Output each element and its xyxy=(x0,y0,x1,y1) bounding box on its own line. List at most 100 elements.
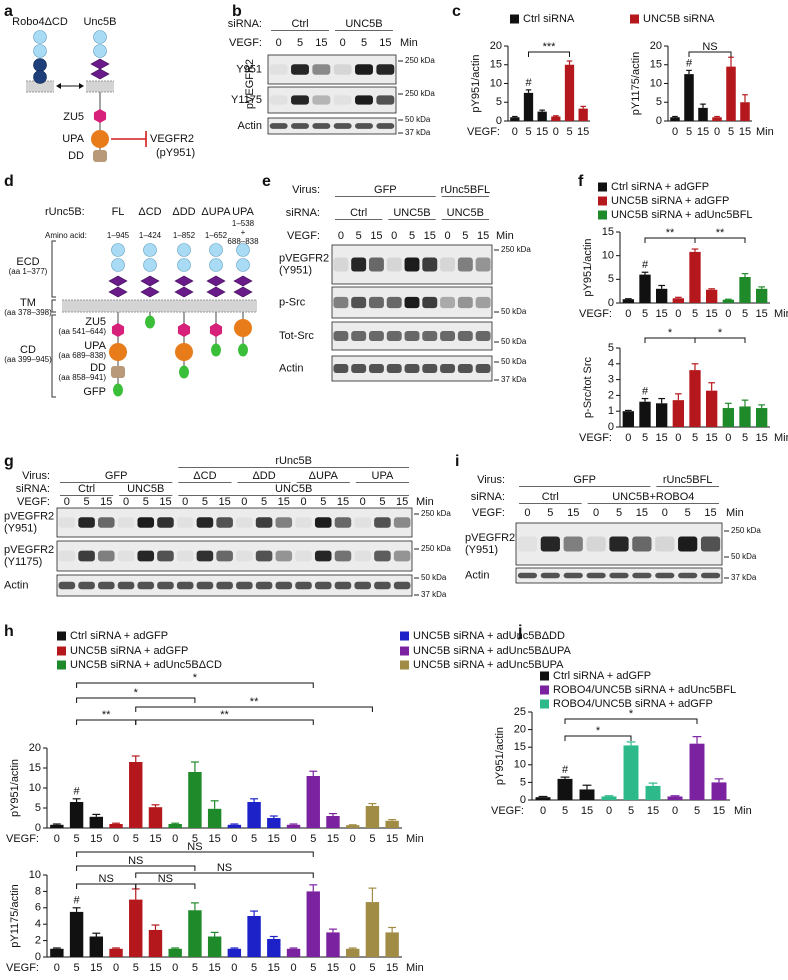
bar xyxy=(207,936,222,957)
blot xyxy=(56,507,413,538)
bracket xyxy=(564,735,632,741)
band xyxy=(632,572,652,579)
unit-label: Min xyxy=(496,230,514,242)
lane-label: 5 xyxy=(356,230,362,242)
region-bracket xyxy=(51,299,56,313)
band xyxy=(355,64,373,75)
bracket xyxy=(528,51,570,57)
legend-label: ROBO4/UNC5B siRNA + adGFP xyxy=(553,698,713,710)
y-tick-label: 5 xyxy=(608,342,614,354)
band xyxy=(98,517,115,528)
legend-label: UNC5B siRNA + adGFP xyxy=(70,645,188,657)
band xyxy=(333,64,352,75)
x-tick-label: 0 xyxy=(725,432,731,444)
aa-range: + xyxy=(241,228,246,237)
y-tick-label: 15 xyxy=(490,59,502,71)
lane-label: 0 xyxy=(64,496,70,508)
x-tick-label: 15 xyxy=(268,833,280,845)
band xyxy=(291,95,309,105)
x-tick-label: 15 xyxy=(706,308,718,320)
band xyxy=(376,95,395,105)
y-axis-label: pY1175/actin xyxy=(9,884,21,947)
tsp-domain xyxy=(206,286,226,298)
region-bracket xyxy=(51,240,56,298)
legend-label: UNC5B siRNA + adUnc5BFL xyxy=(611,209,753,221)
bar xyxy=(109,948,123,957)
legend-label: UNC5B siRNA xyxy=(643,13,715,25)
ig-domain xyxy=(143,243,157,257)
y-tick-label: 20 xyxy=(650,40,662,52)
lane-label: 15 xyxy=(159,496,171,508)
x-tick-label: 15 xyxy=(581,805,593,817)
lane-label: 15 xyxy=(477,230,489,242)
band xyxy=(58,550,76,562)
bar xyxy=(601,796,617,800)
gfp-tag xyxy=(145,315,155,329)
region-name: ECD xyxy=(16,256,39,268)
band xyxy=(422,364,438,373)
lane-label: 5 xyxy=(261,496,267,508)
group-label: rUnc5B xyxy=(275,455,312,467)
y-tick-label: 15 xyxy=(602,226,614,238)
x-tick-label: 15 xyxy=(209,833,221,845)
band xyxy=(255,517,273,528)
construct-label: Unc5B xyxy=(83,16,116,28)
bar xyxy=(712,117,722,121)
band xyxy=(609,572,629,579)
band xyxy=(312,64,331,75)
band xyxy=(275,517,293,528)
lane-label: 15 xyxy=(278,496,290,508)
band xyxy=(386,330,402,342)
legend-swatch xyxy=(400,646,409,656)
bar xyxy=(345,825,360,828)
x-tick-label: 5 xyxy=(742,432,748,444)
x-tick-label: 5 xyxy=(133,962,139,974)
lane-label: 5 xyxy=(462,230,468,242)
row-label: (Y951) xyxy=(279,264,312,276)
marker-label: 50 kDa xyxy=(501,357,527,366)
bar xyxy=(722,299,734,303)
lane-label: 15 xyxy=(396,496,408,508)
marker-label: 250 kDa xyxy=(405,56,435,65)
band xyxy=(517,572,538,579)
lane-label: 5 xyxy=(616,507,622,519)
bar xyxy=(684,74,694,121)
domain-label: DD xyxy=(68,150,84,162)
lane-label: 5 xyxy=(685,507,691,519)
band xyxy=(312,95,331,105)
group-label: UNC5B+ROBO4 xyxy=(612,491,694,503)
gfp-tag xyxy=(179,365,189,379)
bar xyxy=(365,806,380,828)
x-tick-label: 5 xyxy=(369,962,375,974)
x-axis-label: VEGF: xyxy=(6,833,39,845)
legend-label: Ctrl siRNA + adGFP xyxy=(70,630,168,642)
group-label: UNC5B xyxy=(275,483,312,495)
y-tick-label: 10 xyxy=(650,77,662,89)
tsp-domain xyxy=(108,275,128,287)
y-tick-label: 15 xyxy=(650,59,662,71)
band xyxy=(586,572,606,579)
x-tick-label: 5 xyxy=(694,805,700,817)
dd-domain xyxy=(111,366,125,378)
panel-letter: b xyxy=(232,3,242,20)
lane-label: 0 xyxy=(593,507,599,519)
zu5-domain xyxy=(93,109,107,123)
x-tick-label: 5 xyxy=(310,833,316,845)
lane-label: 15 xyxy=(567,507,579,519)
legend-swatch xyxy=(400,631,409,641)
x-tick-label: 15 xyxy=(386,833,398,845)
band xyxy=(295,517,312,528)
lane-label: 0 xyxy=(338,230,344,242)
lane-label: 0 xyxy=(300,496,306,508)
bar xyxy=(667,796,683,800)
marker-label: 250 kDa xyxy=(405,89,435,98)
band xyxy=(269,95,288,105)
band xyxy=(678,536,698,552)
group-label: ΔDD xyxy=(252,470,275,482)
x-tick-label: 5 xyxy=(566,126,572,138)
x-tick-label: 0 xyxy=(606,805,612,817)
band xyxy=(404,257,420,272)
x-tick-label: 5 xyxy=(192,833,198,845)
upa-domain xyxy=(234,319,252,337)
band xyxy=(137,517,155,528)
